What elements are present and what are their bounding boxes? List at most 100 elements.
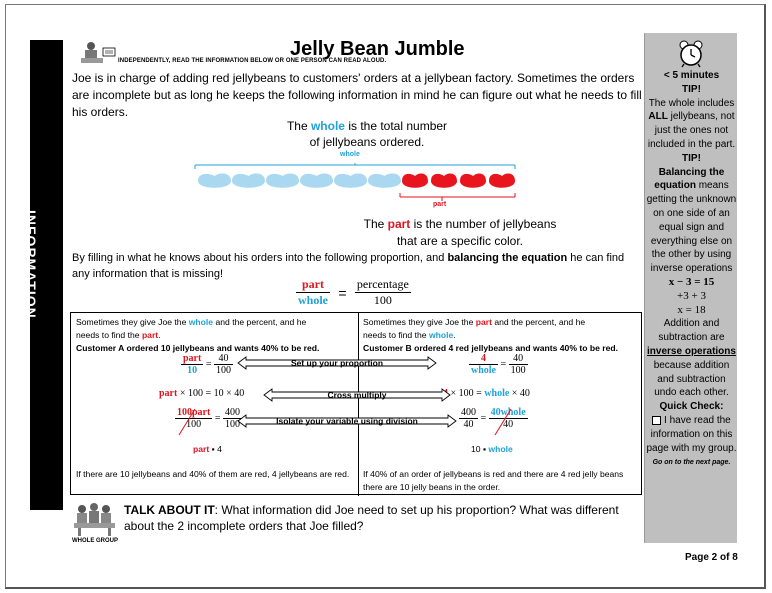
lb-eq3-equals: =: [214, 413, 221, 424]
time-estimate: < 5 minutes: [663, 70, 720, 81]
lb-eq2-b: × 100 = 10 × 40: [177, 388, 245, 399]
alarm-clock-icon: [679, 40, 703, 68]
right-eq3: 400 40 = 40whole 40: [459, 407, 528, 430]
arrow-isolate: [237, 414, 457, 428]
right-conclusion: If 40% of an order of jellybeans is red …: [363, 469, 624, 492]
next-page-note: Go on to the next page.: [652, 459, 731, 467]
blue-jellybean: [198, 173, 231, 188]
left-eq3: 100part 100 = 400 100: [175, 407, 242, 430]
red-jellybean: [431, 173, 457, 188]
rb-eq3-den2: 40: [503, 419, 514, 430]
rb-eq3-num2: 40whole: [488, 407, 528, 419]
example-boxes: Sometimes they give Joe the whole and th…: [70, 312, 642, 496]
rb-eq2-b: × 100 =: [448, 388, 485, 399]
tip2-bold: Balancing the equation: [654, 166, 725, 192]
lb-l2-post: .: [158, 330, 161, 340]
talk-text: : What information did Joe need to set u…: [124, 503, 619, 533]
rb-result-whole: whole: [488, 444, 513, 454]
arrow-setup: [237, 356, 437, 370]
tip1-b: ALL: [648, 111, 668, 123]
rb-customer: Customer B ordered 4 red jellybeans and …: [363, 343, 619, 353]
lb-eq3-num: 100part: [175, 407, 213, 419]
part-def-pre: The: [363, 217, 388, 231]
rb-l1-pre: Sometimes they give Joe the: [363, 317, 476, 327]
blue-jellybean: [334, 173, 367, 188]
part-definition: The part is the number of jellybeans tha…: [350, 216, 570, 250]
example-eq-line2: +3 + 3: [677, 289, 706, 302]
whole-def-word: whole: [310, 119, 345, 133]
right-eq1: 4 whole = 40 100: [469, 353, 528, 376]
fill-post: he can find any information that is miss…: [72, 252, 625, 280]
lb-l2-word: part: [141, 330, 159, 340]
quick-check-text: I have read the information on this page…: [646, 414, 737, 454]
part-def-post: is the number of jellybeans: [410, 217, 557, 231]
example-eq-line1: x − 3 = 15: [668, 275, 715, 288]
tip1-c: jellybeans, not just the ones not includ…: [647, 111, 736, 150]
fill-pre: By filling in what he knows about his or…: [72, 252, 448, 264]
prop-percentage: percentage: [354, 277, 411, 293]
rb-eq3-num: 400: [459, 407, 478, 419]
lb-eq2-a: part: [159, 388, 178, 399]
tip1-a: The whole includes: [648, 97, 735, 109]
rb-l1-word: part: [475, 317, 492, 327]
example-eq-line3: x = 18: [677, 303, 706, 316]
lb-eq3-num2: 400: [222, 407, 242, 419]
tip1-heading: TIP!: [682, 83, 701, 95]
rb-eq1-num: 4: [469, 353, 498, 365]
part-bracket-label: part: [433, 201, 447, 208]
rb-eq1-den2: 100: [510, 365, 526, 376]
rb-eq3-equals: =: [480, 413, 487, 424]
arrow-cross: [263, 388, 451, 402]
left-eq2: part × 100 = 10 × 40: [159, 388, 244, 399]
ops-underlined: inverse operations: [647, 345, 736, 357]
lb-eq1-num2: 40: [213, 353, 233, 365]
information-label: INFORMATION: [22, 210, 39, 319]
sidebar-text: < 5 minutes TIP! The whole includes ALL …: [645, 69, 738, 470]
whole-definition: The whole is the total number of jellybe…: [272, 118, 462, 150]
whole-def-pre: The: [286, 119, 311, 133]
rb-l2-pre: needs to find the: [363, 330, 429, 340]
proportion-formula: part whole = percentage 100: [296, 277, 426, 311]
right-box-intro: Sometimes they give Joe the part and the…: [363, 316, 641, 355]
arrow-setup-label: Set up your proportion: [290, 358, 384, 368]
lb-eq3-den2: 100: [224, 419, 240, 430]
blue-jellybean: [368, 173, 401, 188]
proportion-instructions: By filling in what he knows about his or…: [72, 250, 642, 282]
lb-l1-post: and the percent, and he: [213, 317, 307, 327]
rb-l2-word: whole: [428, 330, 454, 340]
talk-about-it: TALK ABOUT IT: What information did Joe …: [124, 502, 644, 534]
quick-check-checkbox[interactable]: [652, 415, 662, 425]
information-side-tab: INFORMATION: [23, 40, 63, 510]
page-title: Jelly Bean Jumble: [290, 38, 465, 60]
talk-heading: TALK ABOUT IT: [124, 503, 215, 517]
quick-check-heading: Quick Check:: [659, 401, 724, 413]
left-eq1: part 10 = 40 100: [181, 353, 233, 376]
arrow-isolate-label: Isolate your variable using division: [276, 416, 418, 426]
blue-jellybean: [232, 173, 265, 188]
tip2-heading: TIP!: [682, 152, 701, 164]
group-discussion-icon: [74, 503, 115, 536]
lb-l1-pre: Sometimes they give Joe the: [76, 317, 189, 327]
page-number: Page 2 of 8: [685, 552, 738, 563]
right-eq2: 4 × 100 = whole × 40: [443, 388, 530, 399]
part-def-line2: that are a specific color.: [396, 234, 524, 248]
prop-hundred: 100: [373, 293, 392, 307]
prop-whole: whole: [298, 293, 328, 307]
jellybean-diagram: [194, 163, 516, 201]
part-whole-fraction: part whole: [296, 277, 330, 308]
whole-bracket-label: whole: [340, 151, 360, 158]
tip2-rest: means getting the unknown on one side of…: [646, 180, 737, 275]
left-conclusion: If there are 10 jellybeans and 40% of th…: [76, 469, 350, 479]
prop-part: part: [296, 277, 330, 293]
whole-group-label: WHOLE GROUP: [72, 538, 118, 544]
tips-sidebar: < 5 minutes TIP! The whole includes ALL …: [644, 33, 737, 543]
rb-eq1-den: whole: [471, 365, 496, 376]
lb-eq1-den2: 100: [215, 365, 231, 376]
right-result: 10 ▪ whole: [471, 443, 513, 456]
rb-eq3-den: 40: [463, 419, 474, 430]
rb-eq2-c: whole: [484, 388, 510, 399]
lb-eq1-equals: =: [205, 359, 212, 370]
left-box-intro: Sometimes they give Joe the whole and th…: [76, 316, 356, 355]
lb-customer: Customer A ordered 10 jellybeans and wan…: [76, 343, 320, 353]
lb-result-value: ▪ 4: [209, 444, 222, 454]
